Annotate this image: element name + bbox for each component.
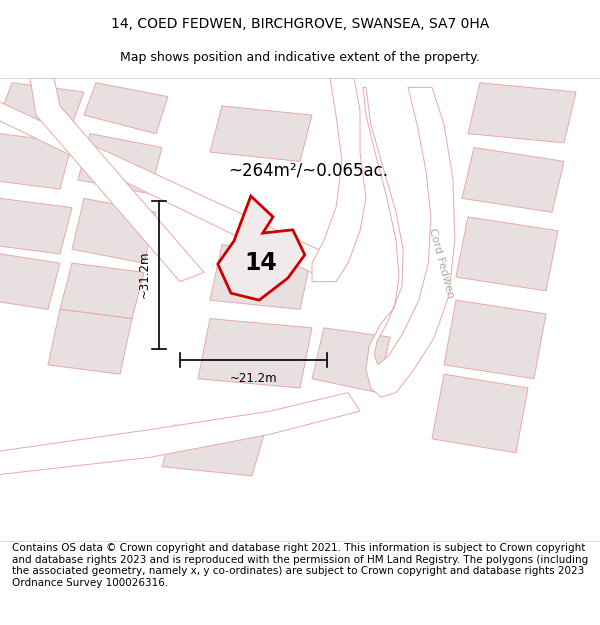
Polygon shape [0, 198, 72, 254]
Polygon shape [0, 97, 348, 282]
Text: 14, COED FEDWEN, BIRCHGROVE, SWANSEA, SA7 0HA: 14, COED FEDWEN, BIRCHGROVE, SWANSEA, SA… [111, 17, 489, 31]
Text: Contains OS data © Crown copyright and database right 2021. This information is : Contains OS data © Crown copyright and d… [12, 543, 588, 588]
Polygon shape [0, 392, 360, 476]
Text: 14: 14 [245, 251, 277, 275]
Polygon shape [468, 82, 576, 143]
Polygon shape [72, 198, 156, 263]
Polygon shape [0, 254, 60, 309]
Polygon shape [444, 300, 546, 379]
Polygon shape [456, 217, 558, 291]
Polygon shape [363, 88, 455, 398]
Text: Map shows position and indicative extent of the property.: Map shows position and indicative extent… [120, 51, 480, 64]
Polygon shape [218, 196, 305, 300]
Text: Cord Fedwen: Cord Fedwen [427, 227, 455, 299]
Polygon shape [84, 82, 168, 134]
Polygon shape [0, 82, 84, 124]
Polygon shape [30, 78, 204, 282]
Text: ~264m²/~0.065ac.: ~264m²/~0.065ac. [228, 162, 388, 179]
Polygon shape [48, 309, 132, 374]
Polygon shape [312, 78, 366, 282]
Polygon shape [162, 425, 264, 476]
Polygon shape [60, 263, 144, 319]
Polygon shape [432, 374, 528, 452]
Polygon shape [312, 328, 390, 392]
Polygon shape [462, 148, 564, 213]
Polygon shape [78, 134, 162, 194]
Text: ~21.2m: ~21.2m [230, 372, 277, 385]
Text: ~31.2m: ~31.2m [137, 251, 151, 298]
Polygon shape [198, 319, 312, 388]
Polygon shape [210, 106, 312, 161]
Polygon shape [210, 244, 312, 309]
Polygon shape [0, 134, 72, 189]
